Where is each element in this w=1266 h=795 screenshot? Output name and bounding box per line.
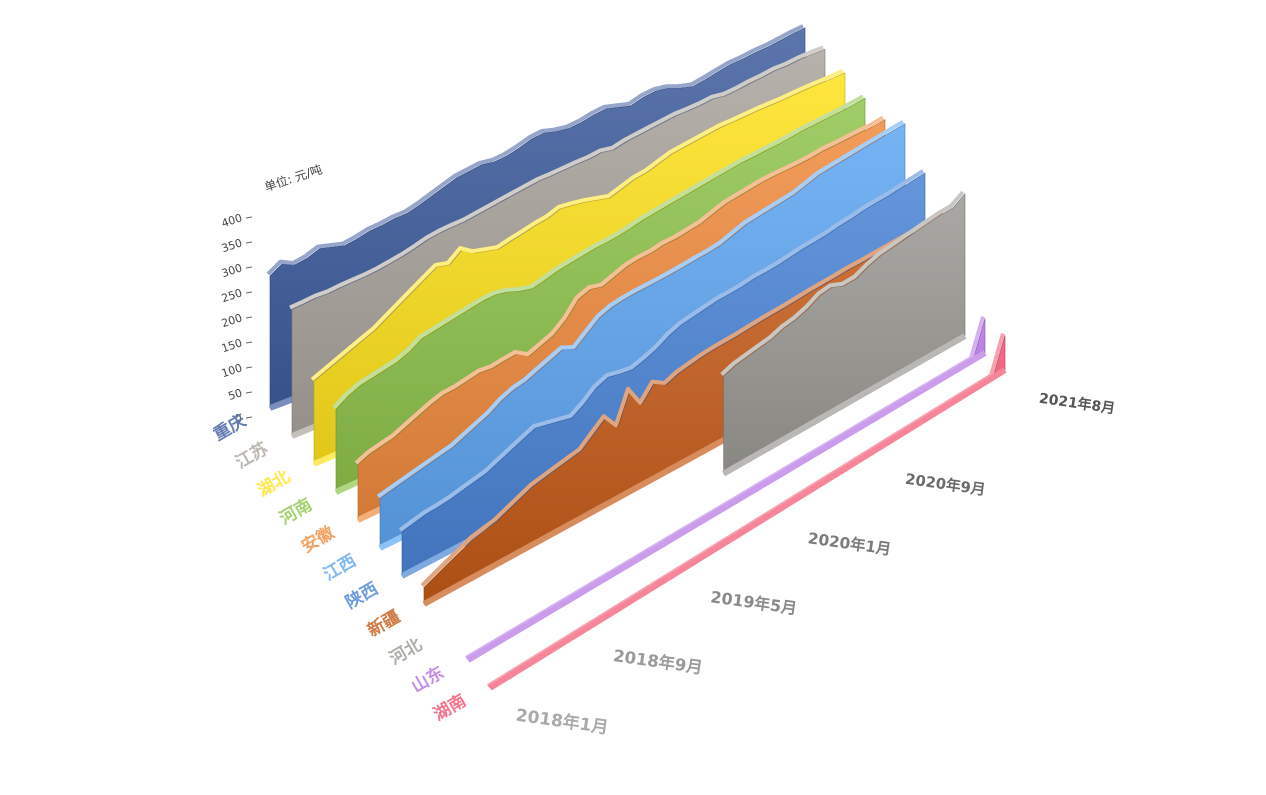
area-top-edge (376, 120, 905, 499)
y-tick (245, 316, 253, 319)
area-bottom-edge (466, 350, 987, 663)
legend-label: 湖南 (430, 690, 470, 725)
y-tick (245, 216, 253, 219)
y-tick-label: 100 (220, 361, 244, 380)
area-top-edge (310, 68, 844, 382)
series-group (720, 190, 967, 477)
y-tick (245, 266, 253, 269)
y-tick (245, 241, 253, 244)
legend-label: 陕西 (342, 578, 382, 613)
area-top-edge (420, 212, 944, 587)
legend-label: 河北 (386, 635, 425, 669)
y-tick-label: 400 (220, 211, 244, 230)
x-tick-label: 2021年8月 (1038, 390, 1116, 418)
area-top-edge (266, 24, 804, 276)
area-top-edge (332, 94, 864, 409)
y-tick-label: 250 (220, 286, 244, 305)
area-bottom-edge (722, 333, 967, 477)
x-tick-label: 2018年1月 (514, 705, 609, 739)
x-tick-label: 2019年5月 (709, 587, 798, 618)
area-top-edge (720, 190, 965, 376)
y-tick (245, 341, 253, 344)
series-group (464, 316, 987, 663)
area-top-edge (289, 45, 824, 310)
y-tick (245, 291, 253, 294)
legend-label: 河南 (276, 494, 316, 529)
y-tick (245, 416, 253, 419)
area-top-edge (354, 115, 884, 465)
x-tick-label: 2020年9月 (904, 470, 987, 499)
series-group (486, 333, 1007, 691)
legend-label: 江苏 (232, 438, 272, 473)
legend-label: 湖北 (254, 467, 293, 501)
legend-label: 山东 (408, 662, 448, 697)
y-tick-label: 200 (220, 311, 244, 330)
y-axis-label: 单位: 元/吨 (262, 161, 324, 194)
y-tick (245, 391, 253, 394)
legend-label: 江西 (320, 551, 359, 585)
y-tick-label: 350 (220, 236, 244, 255)
legend-label: 重庆 (210, 410, 250, 445)
x-tick-label: 2020年1月 (807, 529, 893, 559)
y-tick-label: 50 (227, 386, 244, 403)
legend-label: 安徽 (298, 521, 339, 557)
x-tick-label: 2018年9月 (612, 646, 704, 677)
y-tick (245, 366, 253, 369)
y-tick-label: 300 (220, 261, 244, 280)
y-tick-label: 150 (220, 336, 244, 355)
y-tick-label: 0 (233, 411, 244, 426)
area-bottom-edge (488, 367, 1007, 691)
legend-label: 新疆 (364, 606, 404, 641)
area-top-edge (398, 169, 925, 532)
